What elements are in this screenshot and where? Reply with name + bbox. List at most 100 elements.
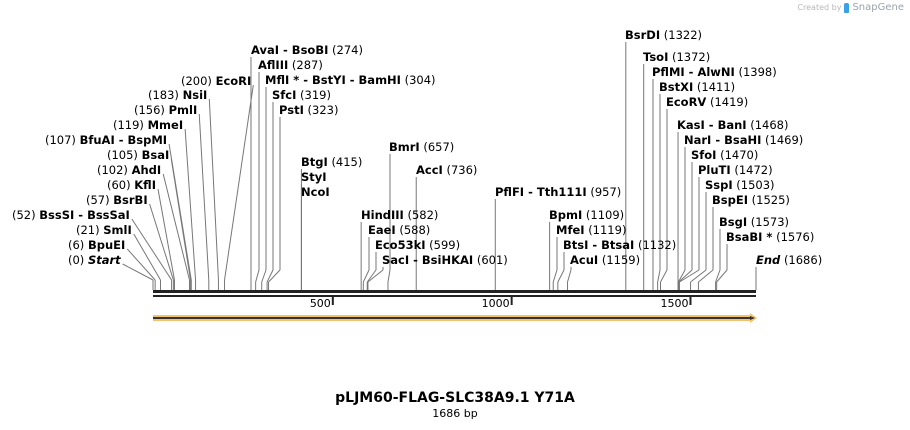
site-position: (1372)	[672, 50, 711, 64]
site-label[interactable]: MfeI (1119)	[556, 223, 626, 237]
site-label[interactable]: AflIII (287)	[258, 58, 323, 72]
site-position: (183)	[148, 88, 179, 102]
site-position: (657)	[423, 140, 455, 154]
site-label[interactable]: BtsI - BtsaI (1132)	[563, 238, 676, 252]
site-label[interactable]: (119) MmeI	[113, 118, 183, 132]
site-name: EcoRI	[215, 74, 252, 88]
site-name: AhdI	[131, 163, 162, 177]
site-label[interactable]: SspI (1503)	[705, 178, 775, 192]
site-label[interactable]: PflFI - Tth111I (957)	[495, 185, 621, 199]
site-label[interactable]: BstXI (1411)	[659, 80, 735, 94]
site-name: PmlI	[168, 103, 198, 117]
site-label[interactable]: BspEI (1525)	[712, 193, 790, 207]
site-label[interactable]: (52) BssSI - BssSaI	[12, 208, 130, 222]
site-label[interactable]: AcuI (1159)	[570, 253, 640, 267]
site-label[interactable]: PflMI - AlwNI (1398)	[652, 65, 777, 79]
site-position: (52)	[12, 208, 36, 222]
site-label[interactable]: NarI - BsaHI (1469)	[684, 133, 803, 147]
site-leader-lines	[122, 42, 757, 290]
site-name: AflIII	[258, 58, 289, 72]
site-label[interactable]: (105) BsaI	[107, 148, 169, 162]
site-position: (319)	[300, 88, 331, 102]
site-label[interactable]: (57) BsrBI	[86, 193, 148, 207]
site-label[interactable]: BmrI (657)	[389, 140, 454, 154]
site-name: Start	[87, 253, 121, 267]
site-name: BpuEI	[87, 238, 126, 252]
site-label[interactable]: PluTI (1472)	[698, 163, 773, 177]
site-position: (304)	[404, 73, 436, 87]
site-name: BpmI	[549, 208, 583, 222]
site-position: (1322)	[663, 28, 703, 42]
site-name: SmlI	[103, 223, 132, 237]
site-name: BsaI	[141, 148, 170, 162]
site-name: SspI	[705, 178, 733, 192]
site-label[interactable]: (6) BpuEI	[68, 238, 125, 252]
site-name: AvaI - BsoBI	[251, 43, 329, 57]
site-name: BsrBI	[113, 193, 148, 207]
site-position: (1469)	[765, 133, 804, 147]
backbone	[153, 290, 756, 297]
site-label[interactable]: SfcI (319)	[272, 88, 331, 102]
site-label[interactable]: Eco53kI (599)	[375, 238, 460, 252]
site-label[interactable]: (200) EcoRI	[181, 74, 251, 88]
site-position: (599)	[429, 238, 461, 252]
site-position: (21)	[76, 223, 100, 237]
site-name: NcoI	[301, 185, 330, 199]
site-position: (1468)	[750, 118, 789, 132]
site-name: SfcI	[272, 88, 297, 102]
site-label[interactable]: (183) NsiI	[148, 88, 207, 102]
site-name: HindIII	[361, 208, 404, 222]
site-label[interactable]: MflI * - BstYI - BamHI (304)	[265, 73, 436, 87]
site-label[interactable]: AccI (736)	[416, 163, 477, 177]
site-label[interactable]: HindIII (582)	[361, 208, 438, 222]
site-label[interactable]: EcoRV (1419)	[666, 95, 748, 109]
site-label[interactable]: End (1686)	[756, 253, 822, 267]
site-label[interactable]: KasI - BanI (1468)	[677, 118, 788, 132]
site-name: MflI * - BstYI - BamHI	[265, 73, 401, 87]
site-label[interactable]: BsgI (1573)	[719, 215, 789, 229]
site-label[interactable]: PstI (323)	[279, 103, 338, 117]
site-position: (957)	[590, 185, 622, 199]
site-name: MfeI	[556, 223, 585, 237]
site-name: BtsI - BtsaI	[563, 238, 635, 252]
site-label[interactable]: BsrDI (1322)	[625, 28, 702, 42]
site-label[interactable]: BsaBI * (1576)	[726, 230, 814, 244]
site-name: TsoI	[643, 50, 669, 64]
site-label[interactable]: EaeI (588)	[368, 223, 430, 237]
site-name: EcoRV	[666, 95, 707, 109]
site-label[interactable]: BtgI (415)	[301, 155, 362, 169]
site-label[interactable]: NcoI	[301, 185, 330, 199]
site-position: (601)	[476, 253, 508, 267]
site-name: AccI	[416, 163, 443, 177]
site-position: (588)	[399, 223, 431, 237]
site-label[interactable]: (60) KflI	[107, 178, 156, 192]
site-position: (1686)	[783, 253, 823, 267]
site-position: (0)	[68, 253, 85, 267]
site-position: (107)	[45, 133, 76, 147]
site-label[interactable]: StyI	[301, 170, 327, 184]
site-name: KflI	[134, 178, 156, 192]
site-name: BsaBI *	[726, 230, 773, 244]
site-name: MmeI	[147, 118, 184, 132]
site-name: Eco53kI	[375, 238, 426, 252]
site-position: (736)	[446, 163, 478, 177]
site-label[interactable]: (21) SmlI	[76, 223, 132, 237]
site-label[interactable]: (107) BfuAI - BspMI	[45, 133, 167, 147]
site-name: AcuI	[570, 253, 599, 267]
site-name: EaeI	[368, 223, 396, 237]
site-position: (415)	[331, 155, 363, 169]
snapgene-credit: Created by SnapGene	[797, 2, 904, 13]
site-label[interactable]: (102) AhdI	[97, 163, 161, 177]
site-position: (1525)	[751, 193, 790, 207]
ruler-tick-label: 1000	[481, 297, 510, 310]
site-name: End	[756, 253, 781, 267]
site-label[interactable]: SfoI (1470)	[691, 148, 758, 162]
site-label[interactable]: (156) PmlI	[134, 103, 197, 117]
site-label[interactable]: AvaI - BsoBI (274)	[251, 43, 363, 57]
site-label[interactable]: TsoI (1372)	[643, 50, 710, 64]
site-position: (1472)	[734, 163, 773, 177]
site-label[interactable]: SacI - BsiHKAI (601)	[382, 253, 508, 267]
site-label[interactable]: BpmI (1109)	[549, 208, 624, 222]
site-label[interactable]: (0) Start	[68, 253, 121, 267]
